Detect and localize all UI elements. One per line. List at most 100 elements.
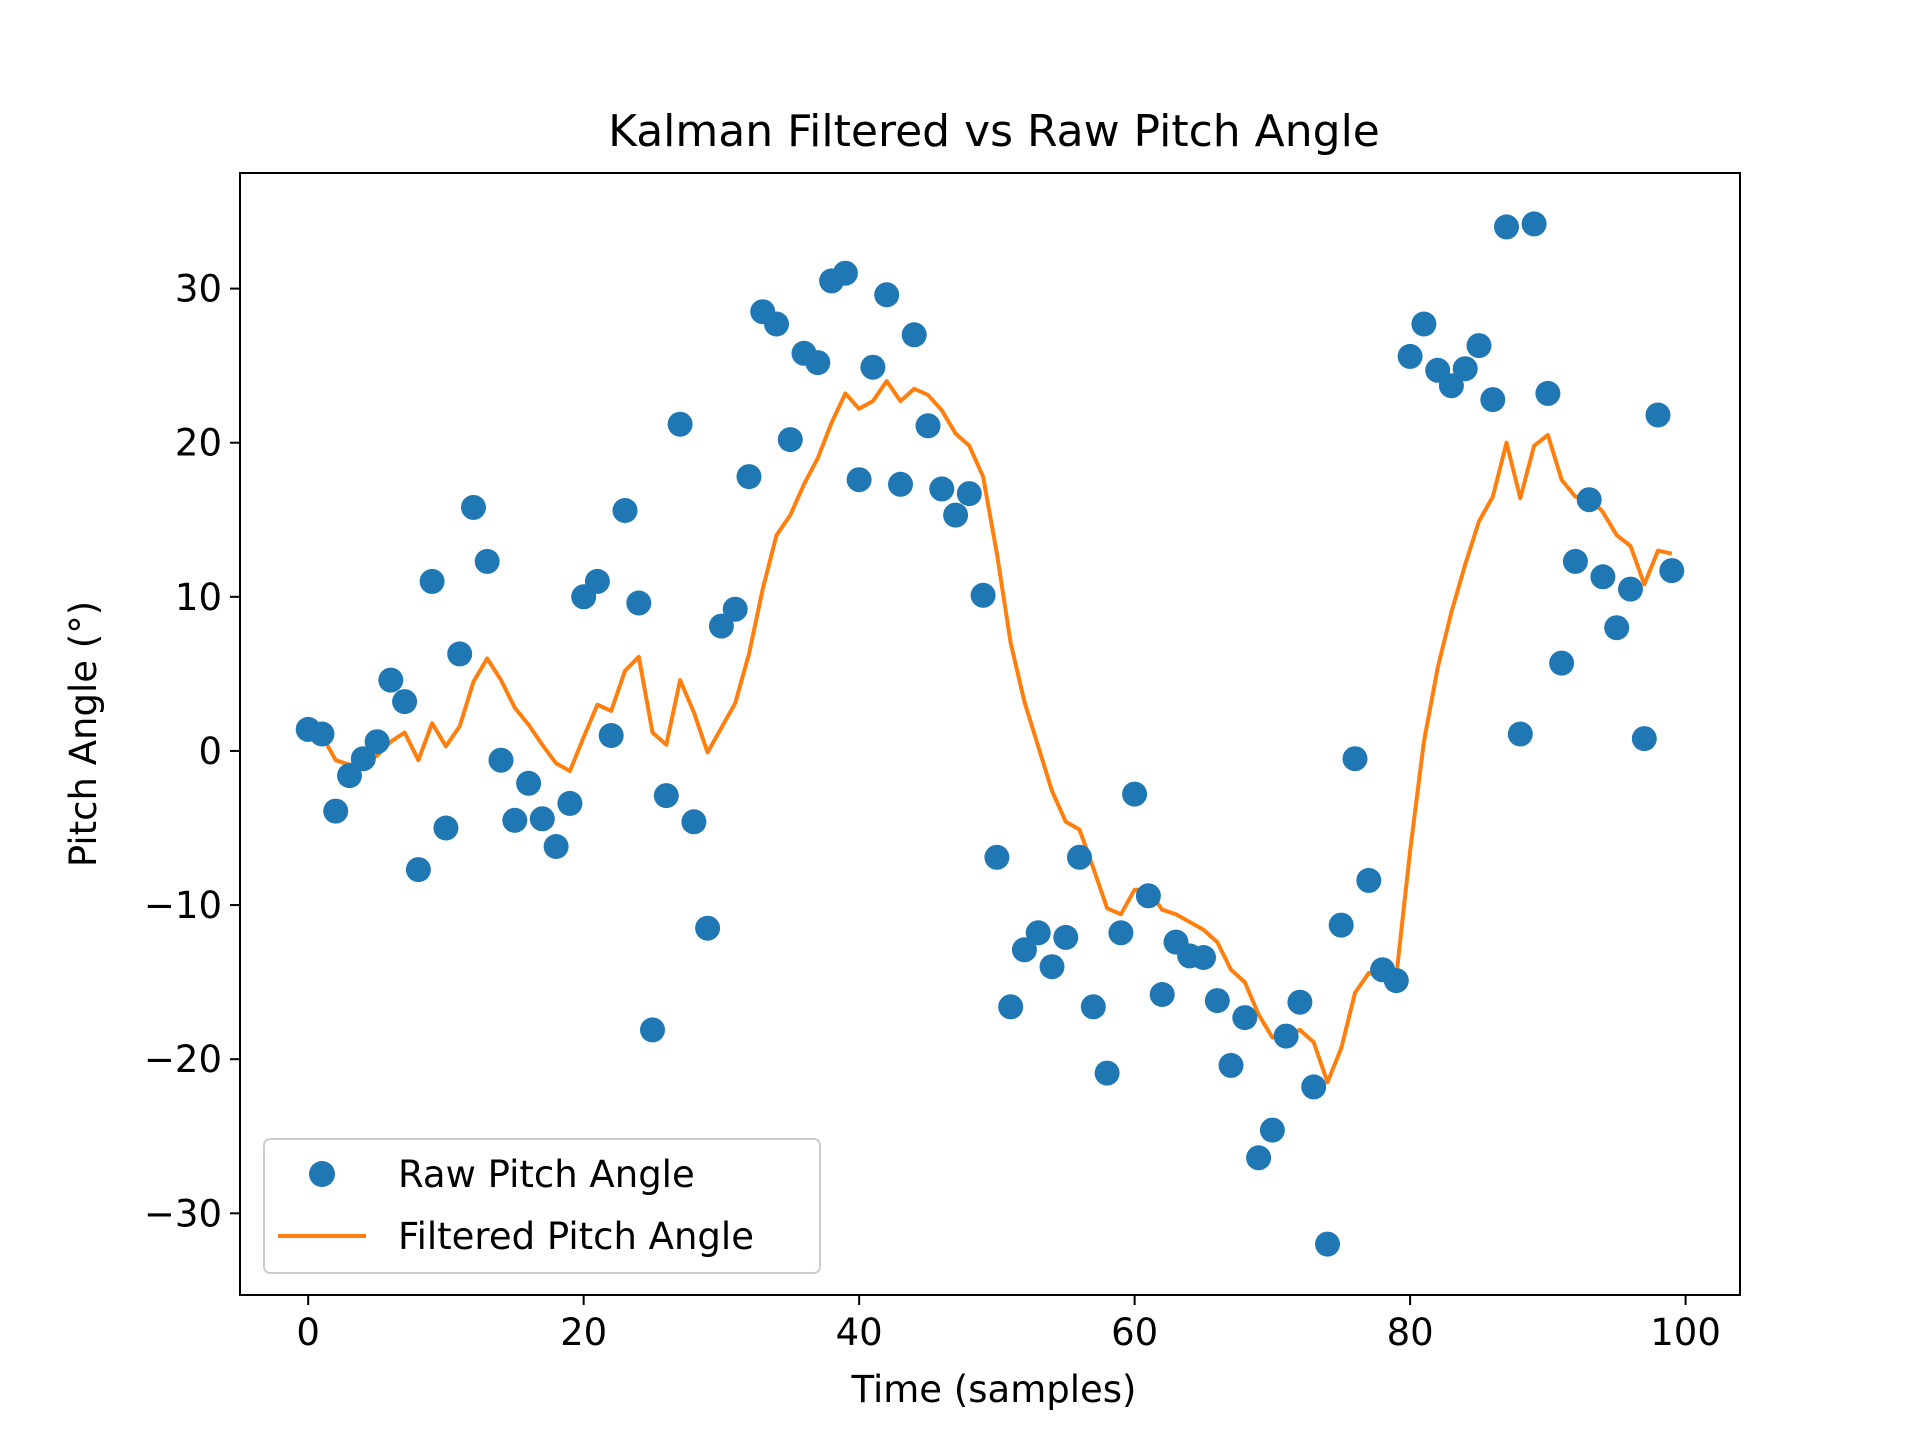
- raw-pitch-point: [543, 834, 569, 859]
- raw-pitch-point: [419, 568, 445, 594]
- raw-pitch-point: [1025, 920, 1051, 946]
- raw-pitch-point: [1645, 402, 1671, 428]
- raw-pitch-point: [708, 613, 734, 639]
- raw-pitch-point: [1590, 564, 1616, 590]
- raw-pitch-point: [474, 548, 500, 574]
- legend: Raw Pitch Angle Filtered Pitch Angle: [263, 1138, 821, 1274]
- raw-pitch-point: [1191, 945, 1216, 970]
- raw-pitch-point: [736, 464, 762, 490]
- raw-pitch-point: [337, 763, 362, 789]
- raw-pitch-point: [502, 807, 528, 833]
- raw-pitch-point: [1631, 726, 1657, 752]
- raw-pitch-point: [378, 667, 404, 693]
- raw-pitch-point: [433, 815, 459, 841]
- y-tick-label: −20: [144, 1038, 222, 1081]
- raw-pitch-point: [1562, 548, 1588, 574]
- raw-pitch-point: [777, 427, 803, 453]
- raw-pitch-point: [1287, 989, 1313, 1015]
- raw-pitch-point: [653, 783, 679, 809]
- raw-pitch-point: [584, 568, 610, 594]
- raw-pitch-point: [1480, 387, 1506, 413]
- raw-pitch-point: [1315, 1231, 1340, 1257]
- raw-pitch-point: [1080, 994, 1106, 1020]
- raw-pitch-point: [1549, 650, 1575, 676]
- raw-pitch-point: [1108, 920, 1134, 946]
- raw-pitch-point: [998, 994, 1024, 1020]
- raw-pitch-point: [1521, 211, 1547, 237]
- raw-pitch-point: [901, 322, 927, 348]
- raw-pitch-point: [1011, 937, 1037, 963]
- filtered-line-layer: [308, 379, 1673, 1085]
- x-tick-label: 40: [836, 1311, 883, 1354]
- raw-pitch-point: [488, 747, 514, 773]
- y-tick-label: 30: [175, 268, 222, 311]
- raw-pitch-point: [1576, 487, 1602, 513]
- raw-pitch-point: [1053, 924, 1079, 950]
- raw-pitch-point: [1618, 576, 1643, 602]
- raw-pitch-point: [1397, 343, 1423, 369]
- raw-pitch-point: [1604, 615, 1630, 641]
- axes-ticks: 0 20 40 60 80 100 −30 −20 −10 0 10 20 30: [144, 268, 1721, 1354]
- raw-pitch-point: [1218, 1052, 1244, 1078]
- raw-pitch-point: [461, 494, 486, 520]
- raw-pitch-point: [1466, 333, 1492, 359]
- raw-pitch-point: [1232, 1005, 1258, 1031]
- raw-pitch-point: [805, 350, 831, 376]
- raw-pitch-point: [1659, 558, 1685, 584]
- raw-pitch-point: [1356, 867, 1382, 893]
- x-tick-label: 60: [1111, 1311, 1158, 1354]
- raw-pitch-point: [1494, 214, 1519, 240]
- raw-pitch-point: [888, 471, 913, 497]
- chart-title: Kalman Filtered vs Raw Pitch Angle: [608, 106, 1380, 157]
- raw-pitch-point: [722, 596, 748, 622]
- y-tick-label: −30: [144, 1192, 222, 1235]
- raw-pitch-point: [1438, 373, 1464, 399]
- raw-pitch-point: [1383, 968, 1409, 994]
- x-tick-label: 80: [1387, 1311, 1434, 1354]
- raw-pitch-point: [943, 502, 969, 528]
- raw-pitch-point: [681, 809, 707, 835]
- raw-pitch-point: [516, 770, 542, 796]
- raw-pitch-point: [1067, 844, 1092, 870]
- y-tick-label: 20: [175, 422, 222, 465]
- raw-pitch-point: [1301, 1074, 1327, 1100]
- raw-pitch-point: [1507, 721, 1533, 747]
- raw-pitch-point: [1328, 912, 1354, 938]
- raw-pitch-point: [929, 476, 955, 502]
- raw-pitch-point: [1122, 781, 1148, 807]
- x-tick-label: 20: [560, 1311, 607, 1354]
- raw-pitch-point: [612, 498, 638, 523]
- y-tick-label: −10: [144, 884, 222, 927]
- legend-raw-label: Raw Pitch Angle: [398, 1153, 695, 1196]
- raw-pitch-point: [846, 467, 872, 493]
- raw-pitch-point: [1452, 356, 1478, 382]
- raw-pitch-point: [832, 260, 858, 286]
- y-tick-label: 10: [175, 576, 222, 619]
- raw-pitch-point: [1273, 1023, 1299, 1049]
- raw-pitch-point: [405, 857, 431, 883]
- plot-frame: [239, 172, 1741, 1296]
- raw-pitch-point: [640, 1017, 665, 1043]
- y-tick-label: 0: [198, 730, 222, 773]
- raw-pitch-point: [695, 915, 721, 941]
- raw-pitch-point: [1094, 1060, 1120, 1086]
- raw-pitch-point: [529, 806, 555, 832]
- raw-pitch-point: [970, 582, 996, 608]
- x-tick-label: 100: [1650, 1311, 1721, 1354]
- y-axis-label: Pitch Angle (°): [62, 601, 105, 867]
- raw-pitch-point: [392, 689, 418, 715]
- raw-pitch-point: [874, 282, 900, 308]
- x-axis-label: Time (samples): [851, 1368, 1137, 1411]
- filtered-pitch-line: [308, 379, 1673, 1085]
- raw-pitch-point: [1246, 1145, 1272, 1171]
- x-tick-label: 0: [296, 1311, 320, 1354]
- raw-pitch-point: [956, 481, 982, 507]
- legend-filtered-label: Filtered Pitch Angle: [398, 1215, 754, 1258]
- raw-pitch-point: [764, 311, 789, 337]
- raw-pitch-point: [1411, 311, 1437, 337]
- raw-points-layer: [295, 211, 1685, 1257]
- legend-box: [263, 1138, 821, 1274]
- raw-pitch-point: [860, 354, 886, 380]
